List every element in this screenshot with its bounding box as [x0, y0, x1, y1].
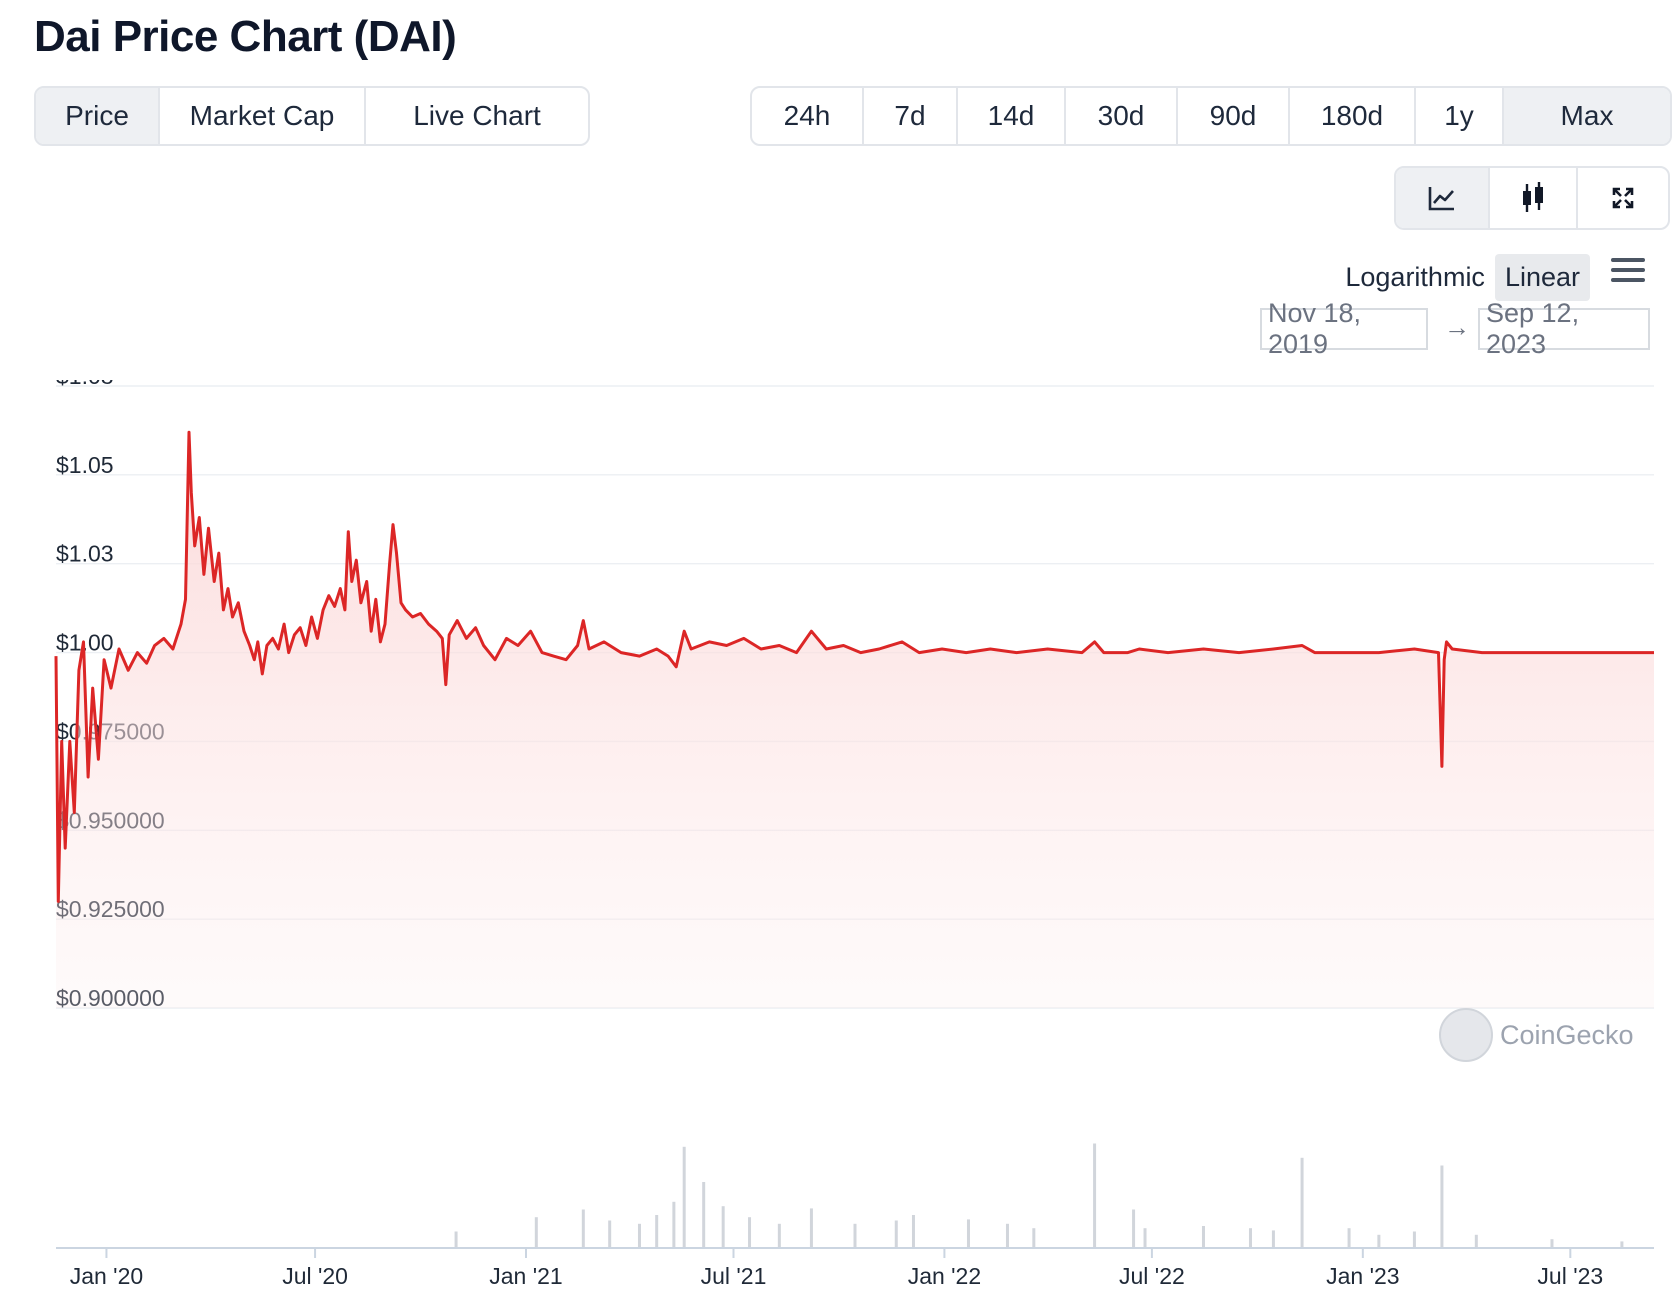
- volume-bar: [454, 1231, 458, 1248]
- volume-bar: [966, 1219, 970, 1248]
- volume-bar: [853, 1223, 857, 1248]
- volume-bar: [1550, 1239, 1554, 1248]
- volume-bar: [702, 1182, 706, 1248]
- range-7d[interactable]: 7d: [864, 88, 958, 144]
- volume-bar: [682, 1146, 686, 1248]
- range-tabs: 24h 7d 14d 30d 90d 180d 1y Max: [750, 86, 1672, 146]
- price-line: [54, 430, 1654, 903]
- scale-linear[interactable]: Linear: [1494, 254, 1590, 301]
- view-tabs: Price Market Cap Live Chart: [34, 86, 590, 146]
- x-tick-label: Jul '23: [1537, 1263, 1603, 1289]
- line-chart-icon: [1428, 187, 1454, 211]
- tab-live-chart[interactable]: Live Chart: [413, 100, 541, 131]
- range-1y[interactable]: 1y: [1416, 88, 1504, 144]
- candlestick-button[interactable]: [1490, 168, 1578, 228]
- price-chart[interactable]: $1.08$1.05$1.03$1.00$0.975000$0.950000$0…: [0, 380, 1674, 1300]
- range-90d[interactable]: 90d: [1178, 88, 1290, 144]
- date-to-input[interactable]: Sep 12, 2023: [1478, 298, 1650, 359]
- volume-bar: [1412, 1231, 1416, 1248]
- volume-bar: [1474, 1234, 1478, 1248]
- scale-toggle: Logarithmic Linear: [1335, 254, 1590, 301]
- volume-bar: [655, 1215, 659, 1248]
- x-tick-label: Jan '20: [70, 1263, 143, 1289]
- x-tick-label: Jul '22: [1119, 1263, 1185, 1289]
- volume-bar: [1377, 1234, 1381, 1248]
- volume-bar: [809, 1208, 813, 1248]
- y-tick-label: $1.03: [56, 541, 114, 567]
- chart-type-tabs: [1394, 166, 1670, 230]
- x-axis-ticks: Jan '20 Jul '20 Jan '21 Jul '21 Jan '22 Jul '…: [70, 1248, 1603, 1289]
- expand-icon: [1612, 187, 1634, 209]
- volume-bar: [777, 1223, 781, 1248]
- volume-bar: [1347, 1228, 1351, 1248]
- volume-bars: [454, 1143, 1624, 1248]
- volume-bar: [581, 1209, 585, 1248]
- volume-bar: [1093, 1143, 1097, 1248]
- range-max[interactable]: Max: [1504, 88, 1670, 144]
- line-chart-button[interactable]: [1396, 168, 1490, 228]
- coingecko-watermark: CoinGecko: [1439, 1008, 1634, 1062]
- volume-bar: [1005, 1223, 1009, 1248]
- page-title: Dai Price Chart (DAI): [34, 12, 457, 61]
- volume-bar: [1143, 1228, 1147, 1248]
- volume-bar: [672, 1201, 676, 1248]
- volume-bar: [1620, 1241, 1624, 1248]
- range-24h[interactable]: 24h: [752, 88, 864, 144]
- x-tick-label: Jan '22: [908, 1263, 981, 1289]
- range-180d[interactable]: 180d: [1290, 88, 1416, 144]
- date-from-input[interactable]: Nov 18, 2019: [1260, 298, 1428, 359]
- expand-button[interactable]: [1578, 168, 1668, 228]
- volume-bar: [1271, 1230, 1275, 1248]
- volume-bar: [1248, 1228, 1252, 1248]
- volume-bar: [1300, 1157, 1304, 1248]
- x-tick-label: Jul '20: [282, 1263, 348, 1289]
- x-tick-label: Jul '21: [701, 1263, 767, 1289]
- arrow-right-icon: →: [1444, 312, 1470, 342]
- x-tick-label: Jan '23: [1326, 1263, 1399, 1289]
- coingecko-logo-icon: [1439, 1008, 1493, 1062]
- volume-bar: [894, 1220, 898, 1248]
- range-14d[interactable]: 14d: [958, 88, 1066, 144]
- candlestick-icon: [1523, 182, 1543, 212]
- volume-bar: [608, 1220, 612, 1248]
- volume-bar: [748, 1217, 752, 1248]
- volume-bar: [911, 1215, 915, 1248]
- scale-logarithmic[interactable]: Logarithmic: [1345, 262, 1485, 292]
- range-30d[interactable]: 30d: [1066, 88, 1178, 144]
- x-tick-label: Jan '21: [489, 1263, 562, 1289]
- y-tick-label: $1.05: [56, 452, 114, 478]
- volume-bar: [534, 1217, 538, 1248]
- volume-bar: [1032, 1228, 1036, 1248]
- tab-market-cap[interactable]: Market Cap: [160, 88, 366, 144]
- volume-bar: [721, 1206, 725, 1248]
- tab-price[interactable]: Price: [36, 88, 160, 144]
- volume-bar: [637, 1223, 641, 1248]
- volume-bar: [1201, 1226, 1205, 1248]
- volume-bar: [1132, 1209, 1136, 1248]
- menu-icon[interactable]: [1611, 256, 1645, 284]
- y-tick-label: $1.08: [56, 380, 114, 389]
- price-area: [56, 432, 1654, 1008]
- watermark-text: CoinGecko: [1500, 1020, 1634, 1050]
- volume-bar: [1440, 1165, 1444, 1248]
